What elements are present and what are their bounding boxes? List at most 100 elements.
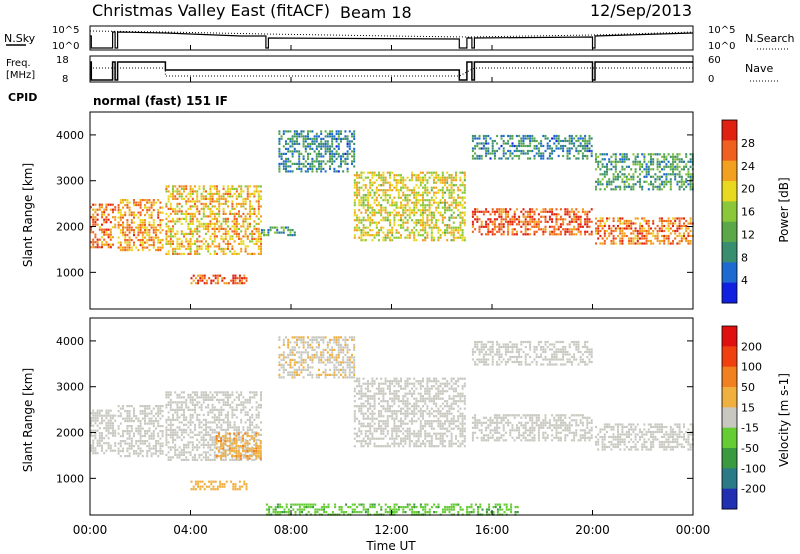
velocity-data-cell [313,353,316,356]
power-data-cell [548,215,551,218]
velocity-data-cell [213,408,216,411]
power-data-cell [227,220,229,223]
velocity-data-cell [146,432,149,435]
velocity-data-cell [159,417,162,420]
velocity-data-cell [180,431,183,434]
velocity-data-cell [285,368,287,371]
velocity-data-cell [249,426,251,429]
power-data-cell [133,231,135,234]
nsearch-label: N.Search [745,32,795,45]
velocity-data-cell [189,396,192,399]
power-data-cell [461,206,464,209]
power-data-cell [628,222,630,225]
power-data-cell [141,221,144,224]
power-data-cell [524,134,527,138]
power-data-cell [455,236,457,239]
power-data-cell [406,221,409,224]
power-data-cell [202,210,205,213]
power-data-cell [373,234,376,237]
power-data-cell [669,168,672,171]
power-data-cell [395,204,398,207]
power-data-cell [630,175,633,178]
power-data-cell [137,224,140,227]
power-data-cell [358,236,361,239]
power-data-cell [452,189,455,192]
power-data-cell [634,158,637,161]
power-data-cell [471,213,474,216]
velocity-data-cell [218,418,221,421]
power-data-cell [249,215,251,218]
power-data-cell [291,155,294,158]
power-data-cell [531,225,534,228]
power-data-cell [364,234,367,237]
power-data-cell [174,190,177,193]
power-data-cell [450,179,453,182]
power-data-cell [105,208,108,211]
velocity-data-cell [180,421,183,424]
power-data-cell [665,163,668,166]
power-data-cell [90,246,92,249]
power-data-cell [344,152,347,155]
power-data-cell [422,214,424,217]
power-data-cell [180,217,183,220]
power-data-cell [674,173,677,176]
velocity-data-cell [216,453,218,456]
power-data-cell [680,180,683,183]
velocity-data-cell [238,451,240,454]
velocity-data-cell [198,396,201,399]
power-data-cell [324,147,327,150]
power-data-cell [579,134,582,138]
power-data-cell [249,202,251,205]
power-data-cell [568,230,571,233]
power-data-cell [424,226,427,229]
power-data-cell [570,137,573,140]
power-data-cell [406,186,409,189]
power-data-cell [304,137,307,140]
velocity-data-cell [133,450,135,453]
power-data-cell [402,194,405,197]
velocity-data-cell [213,428,216,431]
power-data-cell [430,221,433,224]
velocity-data-cell [287,363,290,366]
power-data-cell [249,252,251,255]
power-data-cell [167,190,170,193]
power-data-cell [650,163,652,166]
power-data-cell [529,139,532,143]
velocity-data-cell [222,452,225,455]
power-data-cell [614,188,617,191]
velocity-data-cell [311,353,314,356]
power-data-cell [169,192,172,195]
power-data-cell [364,231,367,234]
power-data-cell [672,239,674,243]
power-data-cell [329,155,331,158]
velocity-data-cell [96,409,99,412]
velocity-data-cell [146,405,149,408]
power-data-cell [304,165,307,168]
velocity-data-cell [257,406,260,409]
velocity-data-cell [146,445,149,448]
power-data-cell [601,224,604,228]
power-data-cell [373,174,376,177]
power-data-cell [667,153,670,156]
power-data-cell [302,137,305,140]
velocity-data-cell [311,338,314,341]
power-data-cell [430,174,433,177]
power-data-cell [498,223,501,226]
power-data-cell [415,184,418,187]
power-data-cell [476,157,479,160]
power-data-cell [207,222,210,225]
power-data-cell [652,183,655,186]
power-data-cell [643,217,646,220]
power-data-cell [257,207,260,210]
velocity-data-cell [218,426,221,429]
velocity-data-cell [122,430,124,433]
power-data-cell [176,212,179,215]
power-data-cell [291,135,294,138]
power-data-cell [223,277,226,280]
velocity-data-cell [137,425,140,428]
power-data-cell [291,234,294,237]
power-data-cell [246,217,249,220]
power-data-cell [141,234,144,237]
power-data-cell [242,212,245,215]
velocity-data-cell [246,433,249,436]
